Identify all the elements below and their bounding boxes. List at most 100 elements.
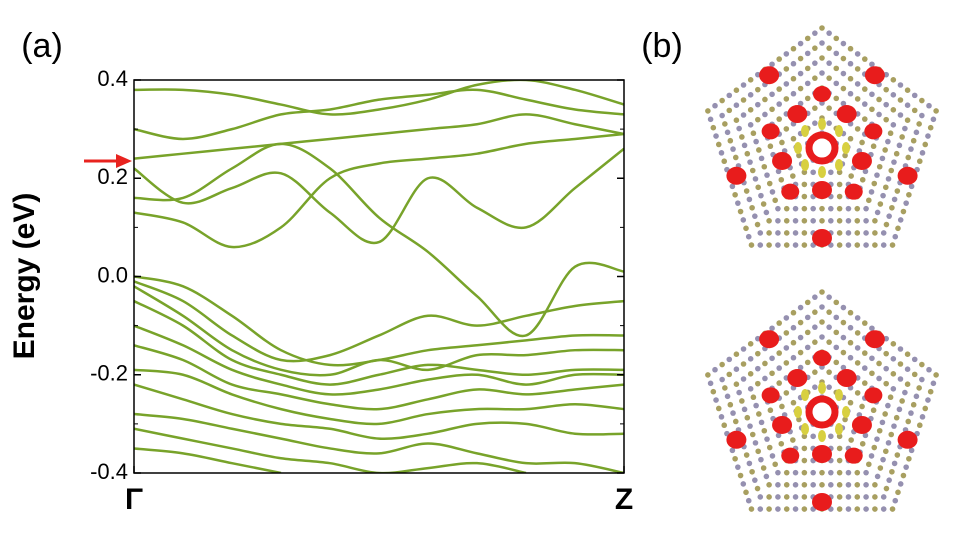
atom <box>833 50 840 57</box>
atom <box>753 402 759 409</box>
atom <box>866 461 872 468</box>
atom <box>916 422 923 429</box>
panel-label: (b) <box>641 27 683 65</box>
band-line <box>134 285 624 377</box>
atom <box>847 399 854 406</box>
atom <box>801 169 808 176</box>
atom <box>760 201 767 207</box>
atom <box>888 167 895 174</box>
atom <box>810 218 816 224</box>
atom <box>919 376 925 383</box>
atom <box>727 137 734 144</box>
atom <box>755 101 761 108</box>
atom <box>758 419 765 426</box>
atom <box>797 334 804 341</box>
x-tick-label: Γ <box>125 483 143 516</box>
atom <box>745 497 752 504</box>
atom <box>892 497 899 504</box>
orbital <box>818 166 826 178</box>
atom <box>819 304 825 310</box>
atom <box>930 116 937 123</box>
atom <box>897 82 904 88</box>
atom <box>732 191 738 198</box>
atom <box>819 469 825 476</box>
atom <box>792 494 799 500</box>
atom <box>792 469 799 476</box>
atom <box>903 464 909 470</box>
atom <box>900 208 907 215</box>
atom <box>862 168 869 175</box>
atom <box>828 218 834 224</box>
atom <box>749 204 755 211</box>
atom <box>715 141 722 148</box>
atom <box>705 372 711 378</box>
atom <box>859 403 865 410</box>
atom <box>812 60 818 66</box>
atom <box>747 107 754 113</box>
atom <box>848 437 854 443</box>
band-line <box>134 80 624 116</box>
atom <box>859 139 865 146</box>
atom <box>801 433 808 440</box>
atom <box>840 55 847 62</box>
atom <box>804 359 811 366</box>
atom <box>726 371 733 378</box>
atom <box>743 452 750 458</box>
plot-frame <box>133 79 625 474</box>
atom <box>719 112 725 119</box>
atom <box>819 319 825 325</box>
atom <box>887 130 894 137</box>
atom <box>757 242 764 248</box>
atom <box>783 315 790 321</box>
atom <box>812 45 818 51</box>
atom <box>836 181 843 188</box>
atom <box>712 102 718 109</box>
atom <box>733 87 740 93</box>
atom <box>735 464 741 470</box>
band-line <box>134 324 624 396</box>
orbital <box>842 142 850 154</box>
atom <box>776 365 783 371</box>
atom <box>747 122 754 128</box>
atom <box>887 394 894 401</box>
atom <box>776 320 783 326</box>
atom <box>861 86 868 92</box>
structure-panel <box>705 25 939 512</box>
atom <box>792 482 799 488</box>
atom <box>754 221 761 228</box>
atom <box>897 97 904 103</box>
atom <box>747 92 754 98</box>
atom <box>826 120 832 126</box>
atom <box>750 394 757 401</box>
atom <box>913 129 920 136</box>
atom <box>804 95 811 102</box>
atom <box>760 465 767 471</box>
orbital <box>812 493 832 511</box>
atom <box>885 440 892 446</box>
atom <box>804 314 811 321</box>
y-axis-label: Energy (eV) <box>8 193 41 360</box>
atom <box>890 122 897 128</box>
atom <box>919 150 926 156</box>
orbital <box>851 415 872 434</box>
atom <box>896 142 903 149</box>
atom <box>880 192 886 199</box>
atom <box>826 369 832 375</box>
atom <box>735 200 741 206</box>
atom <box>724 393 731 400</box>
atom <box>801 230 808 236</box>
atom <box>775 432 782 439</box>
atom <box>762 360 768 367</box>
band-line <box>134 427 527 473</box>
atom <box>721 422 728 429</box>
atom <box>713 397 719 403</box>
atom <box>899 398 905 404</box>
atom <box>766 230 772 236</box>
atom <box>902 389 908 396</box>
orbital <box>813 350 831 366</box>
atom <box>812 339 818 345</box>
atom <box>854 360 861 366</box>
atom <box>710 124 717 131</box>
atom <box>891 159 897 165</box>
atom <box>804 35 811 42</box>
